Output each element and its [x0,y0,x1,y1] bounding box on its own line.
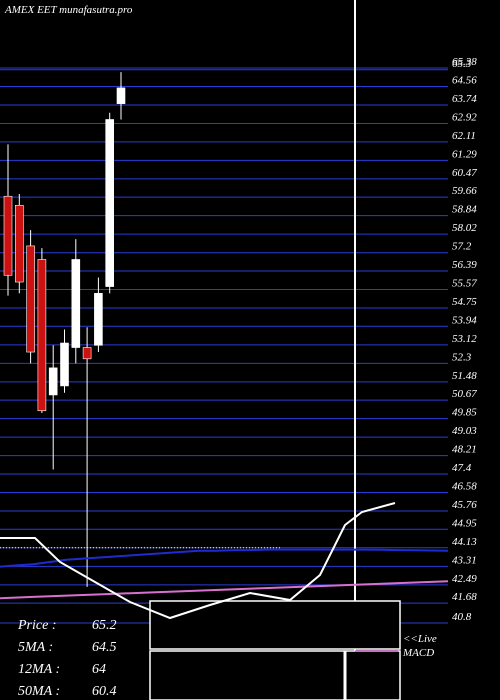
tick-label: 55.57 [452,278,477,290]
ma-line-50ma [0,580,449,600]
candle-body [71,259,81,348]
tick-label: 43.31 [452,554,477,566]
tick-label: 53.12 [452,333,477,345]
tick-label: 41.68 [452,591,477,603]
tick-label: 51.48 [452,370,477,382]
tick-label: 50.67 [452,388,477,400]
stat-value: 64.5 [92,640,117,655]
tick-label: 53.94 [452,314,477,326]
tick-label: 58.02 [452,222,477,234]
tick-label: 58.84 [452,204,477,216]
macd-label: MACD [402,647,434,659]
tick-label: 57.2 [452,241,472,253]
macd-panel [149,600,401,700]
tick-label: 61.29 [452,148,477,160]
stats-panel: Price : 65.2 5MA : 64.5 12MA : 64 50MA : 60.4 [17,618,117,699]
tick-label: 42.49 [452,573,477,585]
stat-value: 64 [92,662,106,677]
tick-label: 49.85 [452,407,477,419]
price-gridlines [0,0,448,700]
tick-label: 52.3 [452,351,472,363]
stat-label: 5MA : [18,640,53,655]
tick-label: 59.66 [452,185,477,197]
tick-label: 54.75 [452,296,477,308]
macd-box-lower [149,650,401,700]
tick-label: 48.21 [452,444,477,456]
tick-label: 65.38 [452,56,477,68]
tick-label: 56.39 [452,259,477,271]
candle-body [15,204,24,283]
stat-label: 50MA : [18,684,60,699]
tick-label: 65.3 [452,58,472,70]
chart-title: AMEX EET munafasutra.pro [4,4,133,16]
tick-label: 49.03 [452,425,477,437]
candle-body [3,195,13,276]
candle-body [94,293,103,346]
moving-average-lines [0,502,449,620]
tick-label: 44.95 [452,517,477,529]
candle-body [37,259,47,412]
stat-value: 60.4 [92,684,117,699]
macd-line [0,502,396,620]
tick-label: 46.58 [452,480,477,492]
stat-label: Price : [17,618,56,633]
candle-body [82,347,92,360]
stat-value: 65.2 [92,618,117,633]
candle-body [26,245,35,353]
candle-body [48,367,58,396]
tick-label: 63.74 [452,93,477,105]
tick-label: 60.47 [452,167,477,179]
tick-label: 62.11 [452,130,476,142]
tick-label: 44.13 [452,536,477,548]
tick-label: 62.92 [452,112,477,124]
candle-body [105,119,114,287]
ma-line-12ma [0,548,449,568]
tick-label: 45.76 [452,499,477,511]
tick-label: 64.56 [452,75,477,87]
macd-box-upper [149,600,401,650]
candle-body [60,342,69,387]
macd-live-label: <<Live [403,633,437,645]
tick-label: 47.4 [452,462,472,474]
candles-layer [3,72,126,587]
candle-body [116,87,126,104]
stat-label: 12MA : [18,662,60,677]
tick-label: 40.8 [452,611,472,623]
